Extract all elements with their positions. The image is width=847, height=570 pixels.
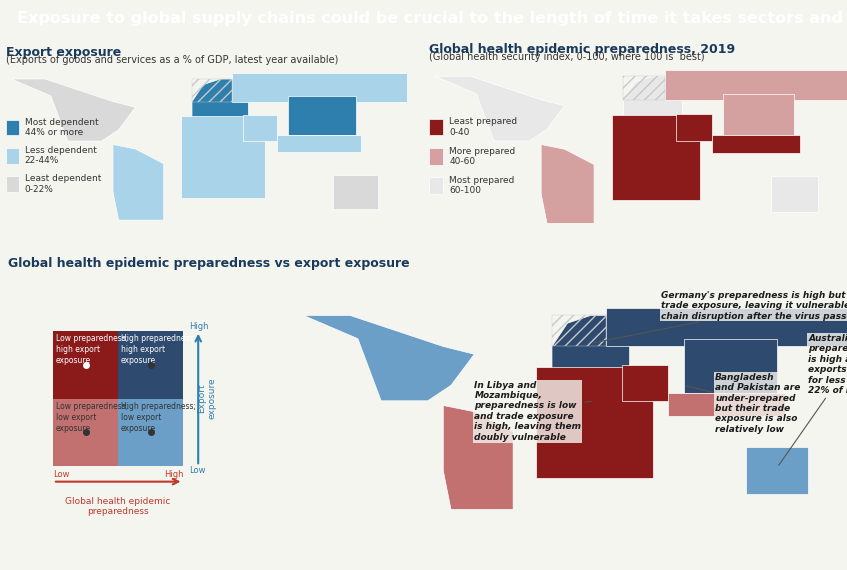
Text: High: High bbox=[190, 322, 209, 331]
Text: Global health epidemic preparedness, 2019: Global health epidemic preparedness, 201… bbox=[429, 43, 735, 56]
Polygon shape bbox=[771, 176, 817, 211]
Text: Least prepared
0-40: Least prepared 0-40 bbox=[450, 117, 518, 137]
Text: High preparedness;
high export
exposure: High preparedness; high export exposure bbox=[121, 334, 197, 365]
Text: Low preparedness;
low export
exposure: Low preparedness; low export exposure bbox=[56, 402, 128, 433]
Polygon shape bbox=[668, 393, 785, 416]
Text: Exposure to global supply chains could be crucial to the length of time it takes: Exposure to global supply chains could b… bbox=[17, 11, 847, 26]
Polygon shape bbox=[243, 115, 277, 141]
Polygon shape bbox=[665, 71, 847, 100]
Text: Global health epidemic
preparedness: Global health epidemic preparedness bbox=[65, 497, 171, 516]
Bar bbox=[53, 398, 119, 466]
FancyBboxPatch shape bbox=[6, 176, 19, 192]
Text: Low preparedness;
high export
exposure: Low preparedness; high export exposure bbox=[56, 334, 128, 365]
Polygon shape bbox=[606, 308, 847, 347]
Polygon shape bbox=[711, 135, 800, 153]
Bar bbox=[119, 398, 183, 466]
FancyBboxPatch shape bbox=[429, 177, 444, 194]
FancyBboxPatch shape bbox=[6, 148, 19, 164]
Polygon shape bbox=[303, 315, 474, 401]
Polygon shape bbox=[288, 96, 356, 136]
Text: (Exports of goods and services as a % of GDP, latest year available): (Exports of goods and services as a % of… bbox=[6, 55, 338, 65]
FancyBboxPatch shape bbox=[6, 120, 19, 136]
Polygon shape bbox=[612, 115, 700, 200]
Text: Most dependent
44% or more: Most dependent 44% or more bbox=[25, 118, 98, 137]
Polygon shape bbox=[180, 116, 265, 198]
Text: Export exposure: Export exposure bbox=[6, 46, 121, 59]
Text: Export
exposure: Export exposure bbox=[197, 378, 217, 420]
FancyBboxPatch shape bbox=[429, 148, 444, 165]
Polygon shape bbox=[622, 365, 668, 401]
Text: Bangladesh
and Pakistan are
under-prepared
but their trade
exposure is also
rela: Bangladesh and Pakistan are under-prepar… bbox=[687, 373, 800, 434]
Polygon shape bbox=[723, 94, 794, 135]
Polygon shape bbox=[443, 405, 513, 510]
Polygon shape bbox=[746, 447, 808, 494]
Text: Low: Low bbox=[190, 466, 206, 475]
Text: Low: Low bbox=[53, 470, 69, 479]
Polygon shape bbox=[192, 79, 248, 119]
FancyBboxPatch shape bbox=[429, 119, 444, 135]
Polygon shape bbox=[231, 74, 407, 101]
Bar bbox=[119, 331, 183, 398]
Polygon shape bbox=[333, 175, 379, 209]
Polygon shape bbox=[11, 79, 136, 141]
Text: Less dependent
22-44%: Less dependent 22-44% bbox=[25, 146, 97, 165]
Polygon shape bbox=[541, 145, 594, 223]
Polygon shape bbox=[536, 367, 653, 478]
Text: Global health epidemic preparedness vs export exposure: Global health epidemic preparedness vs e… bbox=[8, 257, 410, 270]
Polygon shape bbox=[623, 76, 683, 117]
Text: More prepared
40-60: More prepared 40-60 bbox=[450, 146, 516, 166]
Text: High: High bbox=[163, 470, 183, 479]
Bar bbox=[53, 331, 119, 398]
Text: Least dependent
0-22%: Least dependent 0-22% bbox=[25, 174, 102, 194]
Polygon shape bbox=[113, 144, 163, 220]
Polygon shape bbox=[677, 114, 711, 141]
Polygon shape bbox=[552, 315, 629, 370]
Polygon shape bbox=[435, 76, 565, 141]
Text: In Libya and
Mozambique,
preparedness is low
and trade exposure
is high, leaving: In Libya and Mozambique, preparedness is… bbox=[474, 381, 591, 442]
Text: Australia's
preparedness
is high and
exports account
for less than
22% of its GD: Australia's preparedness is high and exp… bbox=[778, 334, 847, 465]
Text: Most prepared
60-100: Most prepared 60-100 bbox=[450, 176, 515, 196]
Text: (Global health security index, 0-100, where 100 is  best): (Global health security index, 0-100, wh… bbox=[429, 52, 705, 62]
Text: High preparedness;
low export
exposure: High preparedness; low export exposure bbox=[121, 402, 197, 433]
Polygon shape bbox=[684, 339, 777, 393]
Text: Germany's preparedness is high but so is its
trade exposure, leaving it vulnerab: Germany's preparedness is high but so is… bbox=[594, 291, 847, 343]
Polygon shape bbox=[277, 136, 362, 152]
